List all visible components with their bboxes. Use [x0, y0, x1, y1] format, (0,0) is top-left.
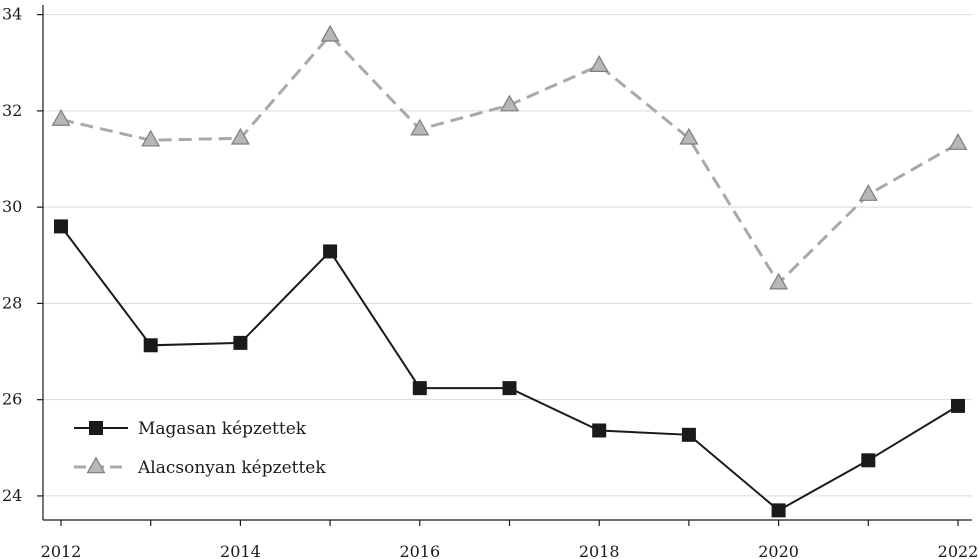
data-point [679, 127, 699, 145]
legend: Magasan képzettek Alacsonyan képzettek [74, 419, 326, 478]
y-tick-label: 34 [2, 5, 22, 24]
y-tick-label: 24 [2, 486, 22, 505]
series-line [60, 33, 959, 286]
y-tick-label: 26 [2, 390, 22, 409]
data-point [54, 219, 68, 234]
data-point [499, 94, 520, 112]
data-point [502, 381, 517, 396]
x-tick-label: 2020 [758, 542, 799, 559]
x-tick-label: 2014 [220, 542, 261, 559]
data-point [323, 244, 338, 259]
data-point [230, 127, 250, 145]
data-point [858, 184, 878, 201]
legend-item: Alacsonyan képzettek [74, 456, 326, 478]
data-point [143, 338, 158, 353]
data-point [592, 423, 607, 438]
y-tick-label: 28 [2, 293, 22, 312]
axes: 24 26 28 30 32 34 2012 2014 2016 2018 2020 2022 [2, 5, 978, 559]
x-tick-label: 2012 [41, 542, 82, 559]
series [51, 24, 968, 518]
legend-item: Magasan képzettek [74, 419, 307, 439]
legend-marker [86, 456, 106, 474]
legend-label: Alacsonyan képzettek [137, 458, 326, 478]
data-point [412, 381, 427, 396]
data-point [771, 503, 786, 518]
data-point [233, 335, 248, 350]
data-point [948, 133, 968, 150]
legend-label: Magasan képzettek [138, 419, 307, 439]
series-magasan [54, 219, 965, 518]
data-point [320, 24, 340, 42]
x-tick-label: 2022 [938, 542, 979, 559]
data-point [861, 453, 876, 468]
x-tick-label: 2016 [399, 542, 440, 559]
y-tick-label: 32 [2, 101, 22, 120]
data-point [51, 109, 71, 126]
data-point [681, 427, 696, 442]
data-point [589, 55, 609, 72]
data-point [410, 118, 430, 136]
y-tick-label: 30 [2, 197, 22, 216]
series-alacsonyan [51, 24, 968, 290]
legend-marker [89, 421, 103, 435]
data-point [769, 272, 789, 290]
data-point [141, 129, 161, 147]
data-point [951, 398, 965, 413]
x-tick-label: 2018 [579, 542, 620, 559]
